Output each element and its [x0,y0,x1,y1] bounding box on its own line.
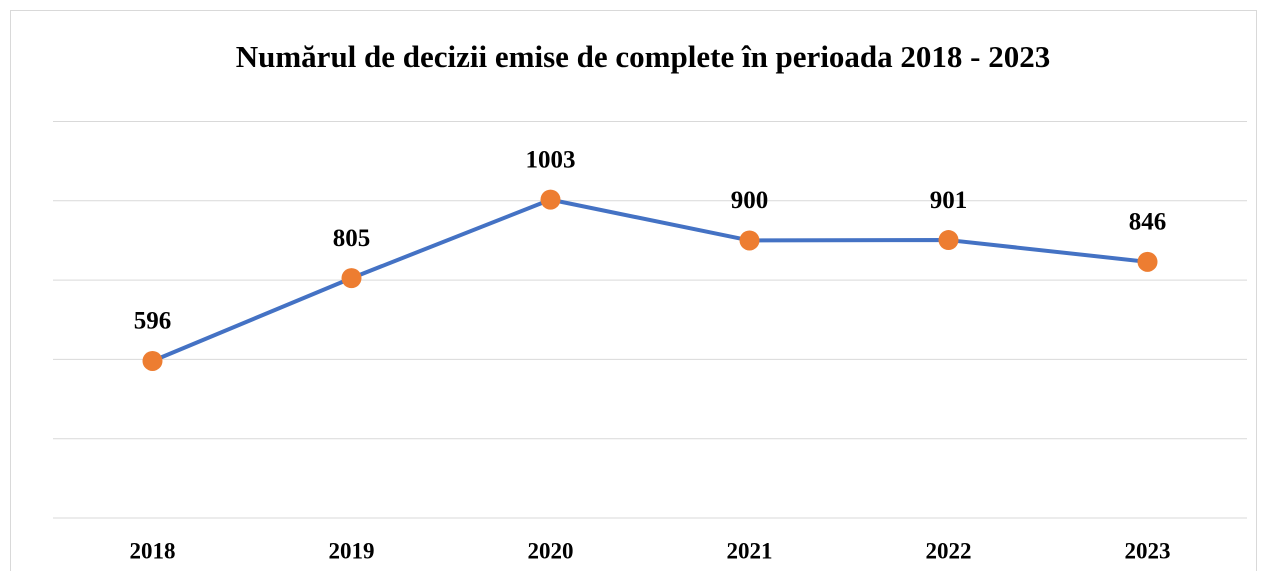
x-tick-label: 2022 [926,538,972,563]
x-tick-label: 2023 [1125,538,1171,563]
x-tick-label: 2021 [727,538,773,563]
x-tick-label: 2018 [130,538,176,563]
chart-border [10,10,1257,571]
data-label: 805 [333,225,371,252]
data-point [739,230,760,251]
data-point [341,268,362,289]
data-label: 596 [134,308,172,335]
data-point [1137,251,1158,272]
x-tick-label: 2020 [528,538,574,563]
data-label: 900 [731,187,769,214]
data-label: 846 [1129,209,1167,236]
data-point [938,230,959,251]
series-line [151,197,1148,363]
data-point [540,189,561,210]
x-tick-label: 2019 [329,538,375,563]
chart-title: Numărul de decizii emise de complete în … [236,39,1051,74]
data-label: 901 [930,187,968,214]
data-label: 1003 [526,146,576,173]
data-point [142,350,163,371]
